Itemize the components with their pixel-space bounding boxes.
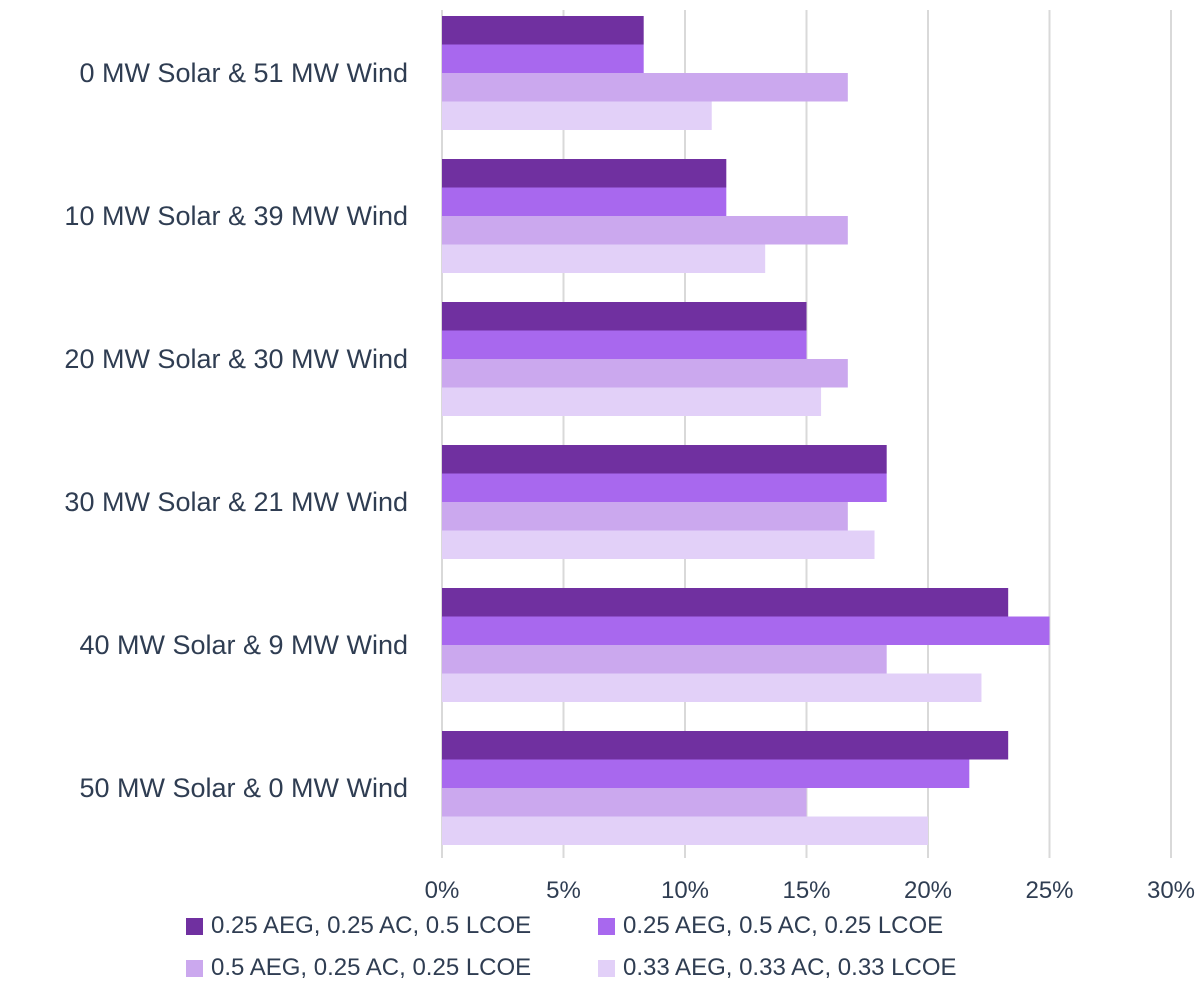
bar xyxy=(442,387,822,416)
bar xyxy=(442,673,982,702)
x-tick-label: 10% xyxy=(661,877,709,904)
legend-swatch xyxy=(186,959,203,977)
category-label: 50 MW Solar & 0 MW Wind xyxy=(79,773,408,803)
x-tick-labels: 0% 5% 10% 15% 20% 25% 30% xyxy=(425,877,1195,904)
legend-label: 0.25 AEG, 0.25 AC, 0.5 LCOE xyxy=(211,912,532,939)
legend-item: 0.5 AEG, 0.25 AC, 0.25 LCOE xyxy=(186,954,531,982)
legend-swatch xyxy=(598,917,615,935)
bar xyxy=(442,616,1050,645)
category-label: 40 MW Solar & 9 MW Wind xyxy=(79,630,408,660)
legend-label: 0.25 AEG, 0.5 AC, 0.25 LCOE xyxy=(623,912,944,939)
category-label: 20 MW Solar & 30 MW Wind xyxy=(64,344,408,374)
bar xyxy=(442,187,727,216)
legend-item: 0.33 AEG, 0.33 AC, 0.33 LCOE xyxy=(598,954,957,982)
x-tick-label: 15% xyxy=(782,877,830,904)
legend-label: 0.5 AEG, 0.25 AC, 0.25 LCOE xyxy=(211,954,532,981)
bars xyxy=(442,16,1050,845)
bar xyxy=(442,473,887,502)
bar xyxy=(442,16,644,45)
bar xyxy=(442,816,928,845)
legend-item: 0.25 AEG, 0.5 AC, 0.25 LCOE xyxy=(598,912,943,940)
bar xyxy=(442,330,807,359)
legend-label: 0.33 AEG, 0.33 AC, 0.33 LCOE xyxy=(623,954,957,981)
bar xyxy=(442,788,807,817)
bar xyxy=(442,588,1009,617)
x-tick-label: 30% xyxy=(1147,877,1195,904)
bar xyxy=(442,359,848,388)
bar xyxy=(442,759,970,788)
bar xyxy=(442,445,887,474)
bar xyxy=(442,44,644,73)
bar xyxy=(442,73,848,102)
category-label: 10 MW Solar & 39 MW Wind xyxy=(64,201,408,231)
legend-swatch xyxy=(598,959,615,977)
x-tick-label: 5% xyxy=(546,877,581,904)
legend-item: 0.25 AEG, 0.25 AC, 0.5 LCOE xyxy=(186,912,531,940)
category-labels: 0 MW Solar & 51 MW Wind 10 MW Solar & 39 … xyxy=(64,58,408,803)
bar xyxy=(442,530,875,559)
category-label: 30 MW Solar & 21 MW Wind xyxy=(64,487,408,517)
x-tick-label: 20% xyxy=(904,877,952,904)
x-tick-label: 0% xyxy=(425,877,460,904)
category-label: 0 MW Solar & 51 MW Wind xyxy=(79,58,408,88)
legend-swatch xyxy=(186,917,203,935)
bar xyxy=(442,101,712,130)
grid-lines xyxy=(441,10,1172,858)
bar xyxy=(442,302,807,331)
bar xyxy=(442,216,848,245)
x-tick-label: 25% xyxy=(1025,877,1073,904)
bar xyxy=(442,645,887,674)
bar xyxy=(442,502,848,531)
bar xyxy=(442,159,727,188)
bar xyxy=(442,244,766,273)
bar xyxy=(442,731,1009,760)
